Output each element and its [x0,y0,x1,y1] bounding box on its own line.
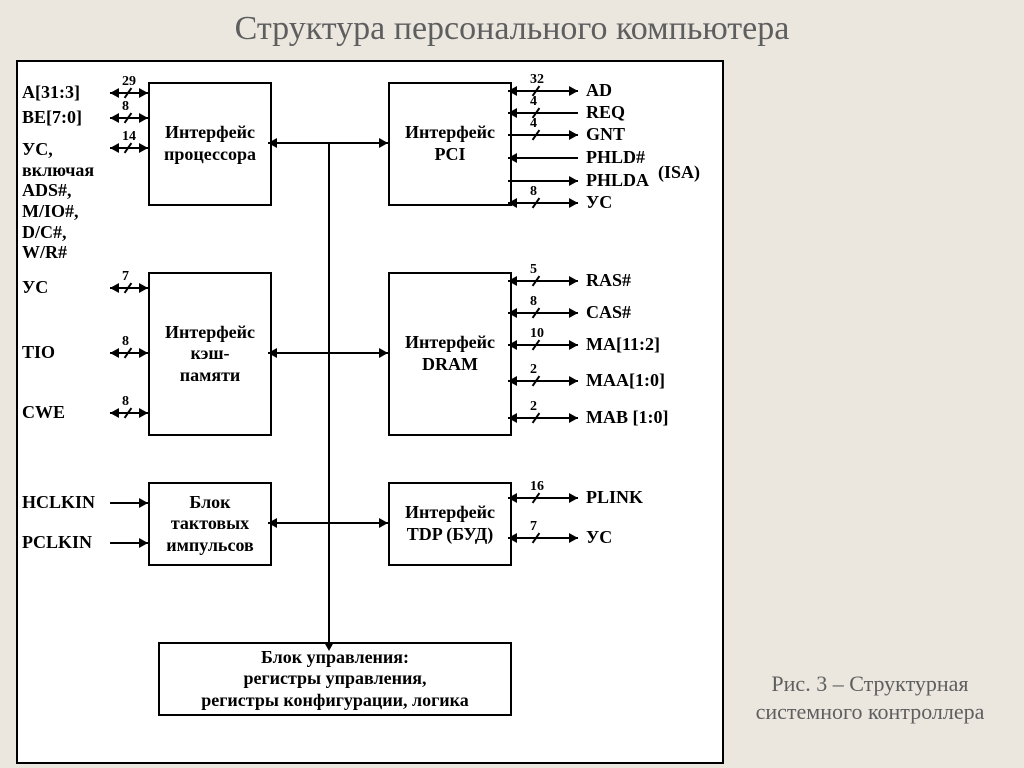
signal-label: HCLKIN [22,492,108,513]
signal-label: PCLKIN [22,532,108,553]
signal-label: УС,включаяADS#,M/IO#,D/C#,W/R# [22,139,108,263]
block-ctrl: Блок управления:регистры управления,реги… [158,642,512,716]
signal-label: УС [22,277,108,298]
signal-label: TIO [22,342,108,363]
diagram-frame: Интерфейспроцессора ИнтерфейсPCI Интерфейс… [16,60,724,764]
signal-label: PLINK [586,487,643,508]
signal-label: REQ [586,102,625,123]
page-title: Структура персонального компьютера [0,10,1024,48]
signal-label: BE[7:0] [22,107,108,128]
signal-label: PHLD# [586,147,645,168]
block-pci: ИнтерфейсPCI [388,82,512,206]
block-proc: Интерфейспроцессора [148,82,272,206]
signal-label: MAB [1:0] [586,407,668,428]
signal-label: CAS# [586,302,631,323]
signal-label: CWE [22,402,108,423]
signal-label: УС [586,192,612,213]
signal-label: A[31:3] [22,82,108,103]
signal-label: GNT [586,124,625,145]
signal-label: (ISA) [658,162,700,183]
signal-label: RAS# [586,270,631,291]
figure-caption: Рис. 3 – Структурнаясистемного контролле… [720,670,1020,725]
slide: Структура персонального компьютера Рис. … [0,0,1024,768]
signal-label: MA[11:2] [586,334,660,355]
signal-label: УС [586,527,612,548]
block-dram: ИнтерфейсDRAM [388,272,512,436]
block-clk: Блоктактовыхимпульсов [148,482,272,566]
signal-label: AD [586,80,612,101]
block-cache: Интерфейскэш-памяти [148,272,272,436]
signal-label: PHLDA [586,170,649,191]
signal-label: MAA[1:0] [586,370,665,391]
block-tdp: ИнтерфейсTDP (БУД) [388,482,512,566]
